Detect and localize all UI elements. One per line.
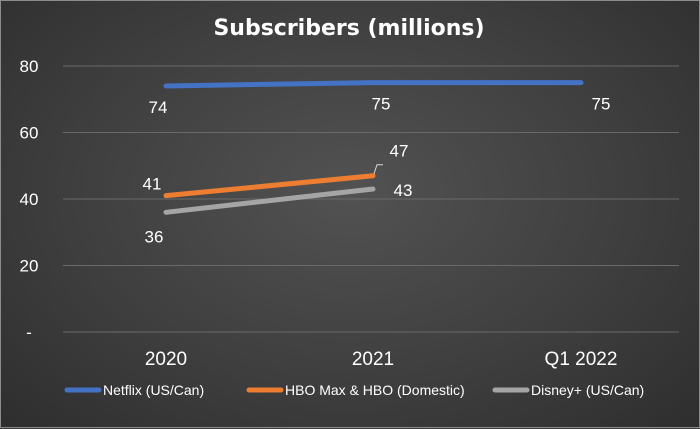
y-axis-ticks: - 20 40 60 80 [20,57,39,342]
y-tick-label: 80 [20,57,39,76]
chart-title: Subscribers (millions) [213,16,484,41]
y-tick-label: - [26,323,32,342]
series-line [163,186,376,215]
y-tick-label: 40 [20,190,39,209]
x-tick-label: Q1 2022 [545,349,618,370]
data-label: 41 [143,175,162,194]
series-lines [163,80,584,215]
gridlines [63,65,679,333]
series-line [163,173,376,199]
legend-label: Disney+ (US/Can) [531,382,644,398]
x-axis-ticks: 2020 2021 Q1 2022 [145,349,618,370]
y-tick-label: 60 [20,124,39,143]
data-label: 47 [390,142,409,161]
data-label-leader [373,164,383,174]
x-tick-label: 2020 [145,349,187,370]
series-line [163,80,584,89]
data-label: 75 [592,95,611,114]
x-tick-label: 2021 [352,349,394,370]
y-tick-label: 20 [20,257,39,276]
data-label: 75 [372,95,391,114]
data-label: 74 [149,98,168,117]
legend-label: HBO Max & HBO (Domestic) [285,382,465,398]
data-labels: 74 75 75 41 47 36 43 [143,95,611,247]
data-label: 36 [145,227,164,246]
legend: Netflix (US/Can) HBO Max & HBO (Domestic)… [64,382,644,398]
legend-label: Netflix (US/Can) [103,382,204,398]
data-label: 43 [394,181,413,200]
